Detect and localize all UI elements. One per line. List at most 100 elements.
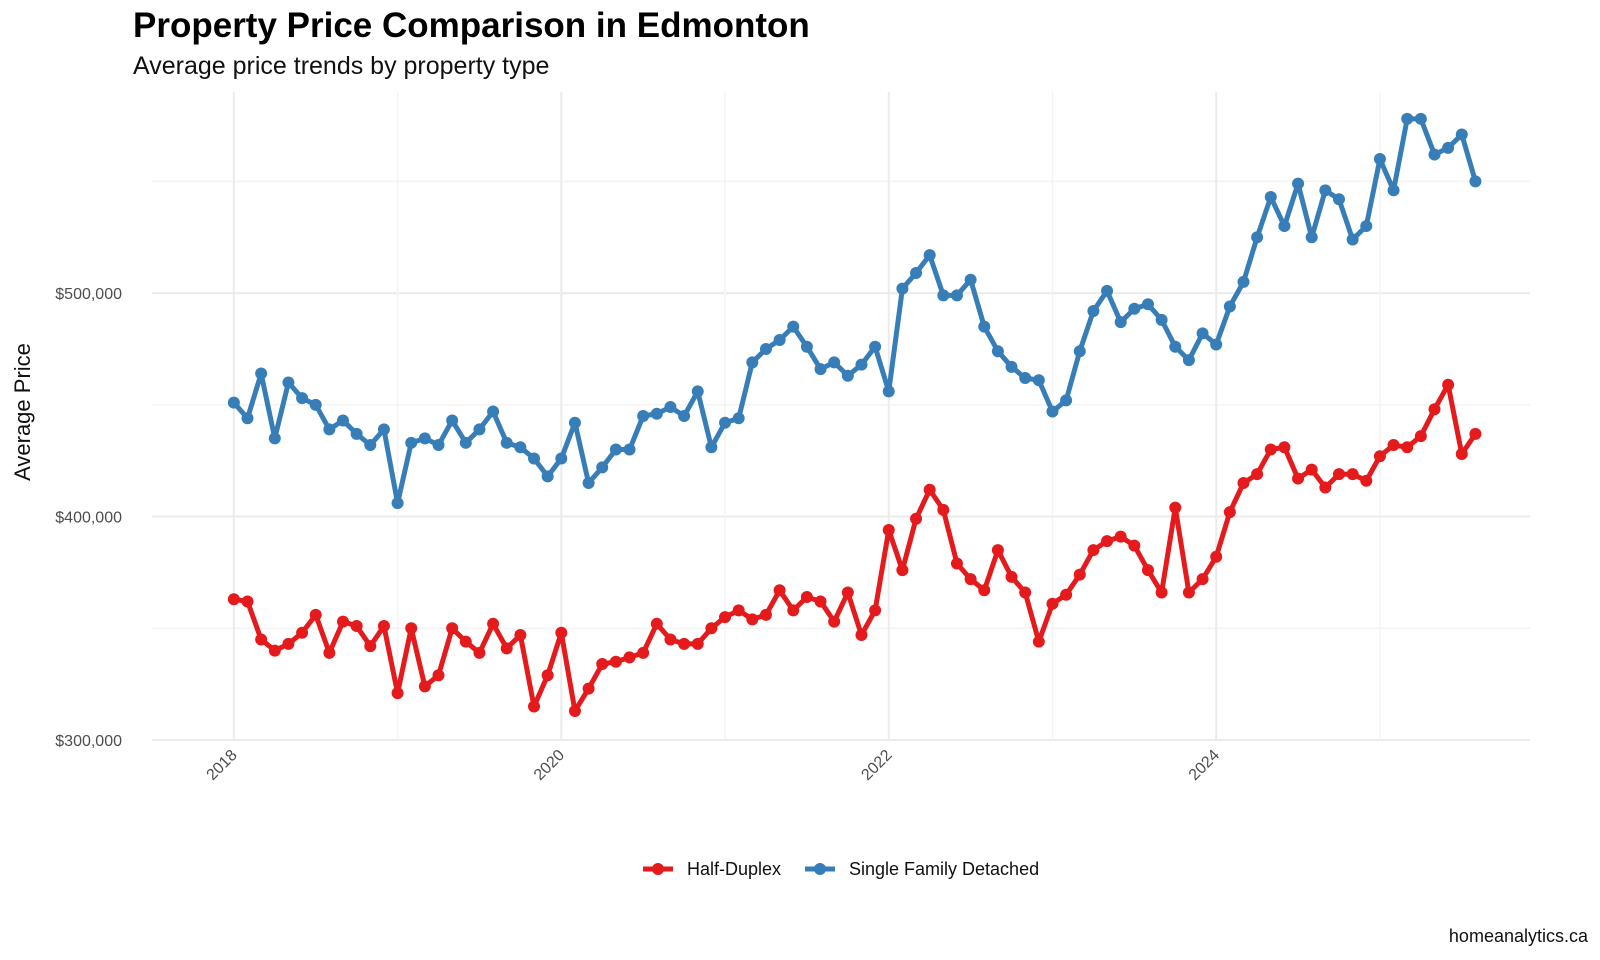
data-point [882, 523, 895, 536]
series-single-family-detached [227, 112, 1482, 510]
data-point [1223, 300, 1236, 313]
data-point [446, 622, 459, 635]
data-point [678, 637, 691, 650]
data-point [459, 635, 472, 648]
data-point [377, 423, 390, 436]
data-point [1264, 191, 1277, 204]
data-point [773, 334, 786, 347]
data-point [1141, 298, 1154, 311]
data-point [1360, 220, 1373, 233]
data-point [1114, 530, 1127, 543]
data-point [296, 392, 309, 405]
data-point [637, 410, 650, 422]
data-point [650, 407, 663, 420]
data-point [678, 410, 691, 422]
data-point [227, 396, 240, 409]
data-point [568, 704, 581, 717]
data-point [1087, 544, 1100, 557]
data-point [500, 642, 513, 655]
data-point [759, 342, 772, 355]
data-point [555, 452, 568, 465]
y-axis-title: Average Price [10, 343, 35, 481]
data-point [705, 622, 718, 635]
data-point [309, 398, 322, 411]
data-point [732, 604, 745, 617]
data-point [405, 436, 418, 449]
data-point [1332, 468, 1345, 481]
data-point [473, 646, 486, 659]
data-point [609, 655, 622, 668]
data-point [1101, 535, 1114, 548]
data-point [309, 608, 322, 621]
data-point [282, 637, 295, 650]
data-point [1305, 463, 1318, 476]
y-tick-label: $400,000 [55, 510, 122, 527]
data-point [391, 687, 404, 700]
y-tick-label: $300,000 [55, 733, 122, 750]
data-point [528, 452, 541, 465]
chart-subtitle: Average price trends by property type [133, 52, 550, 80]
data-point [787, 604, 800, 617]
data-point [1387, 184, 1400, 197]
data-point [841, 369, 854, 382]
legend-label: Half-Duplex [687, 859, 781, 879]
x-tick-label: 2024 [1186, 747, 1223, 784]
legend-label: Single Family Detached [849, 859, 1039, 879]
data-point [582, 682, 595, 695]
data-point [1428, 148, 1441, 161]
data-point [1401, 441, 1414, 454]
data-point [732, 412, 745, 425]
data-point [800, 340, 813, 353]
data-point [896, 564, 909, 577]
data-point [418, 680, 431, 693]
data-point [1182, 354, 1195, 367]
x-tick-label: 2022 [858, 747, 895, 784]
data-point [1019, 372, 1032, 385]
data-point [800, 590, 813, 603]
data-point [855, 358, 868, 371]
data-point [950, 289, 963, 302]
data-point [1373, 153, 1386, 166]
data-point [1128, 302, 1141, 315]
data-point [1032, 635, 1045, 648]
series-line [231, 382, 1478, 714]
data-point [1237, 275, 1250, 288]
data-point [459, 436, 472, 449]
legend-item: Half-Duplex [643, 859, 781, 879]
data-point [528, 700, 541, 713]
data-point [1046, 597, 1059, 610]
data-point [323, 646, 336, 659]
data-point [1251, 231, 1264, 244]
data-point [1046, 405, 1059, 418]
data-point [1210, 550, 1223, 563]
data-point [1360, 474, 1373, 487]
data-point [1237, 477, 1250, 490]
data-point [1223, 506, 1236, 519]
data-point [500, 436, 513, 449]
data-point [1264, 443, 1277, 456]
x-tick-label: 2020 [531, 747, 568, 784]
data-point [432, 669, 445, 682]
data-point [1032, 374, 1045, 387]
data-point [1101, 284, 1114, 297]
data-point [391, 497, 404, 510]
data-point [869, 604, 882, 617]
data-point [227, 593, 240, 606]
data-point [964, 273, 977, 286]
data-point [268, 644, 281, 657]
data-point [664, 633, 677, 646]
data-point [773, 584, 786, 597]
data-point [746, 356, 759, 369]
data-point [1114, 316, 1127, 329]
data-point [487, 405, 500, 418]
data-point [1060, 588, 1073, 601]
data-point [1346, 468, 1359, 481]
data-point [596, 461, 609, 474]
data-point [241, 412, 254, 425]
data-point [1169, 340, 1182, 353]
data-point [1428, 403, 1441, 416]
data-point [609, 443, 622, 456]
data-point [1060, 394, 1073, 407]
data-point [541, 669, 554, 682]
x-tick-label: 2018 [204, 747, 241, 784]
